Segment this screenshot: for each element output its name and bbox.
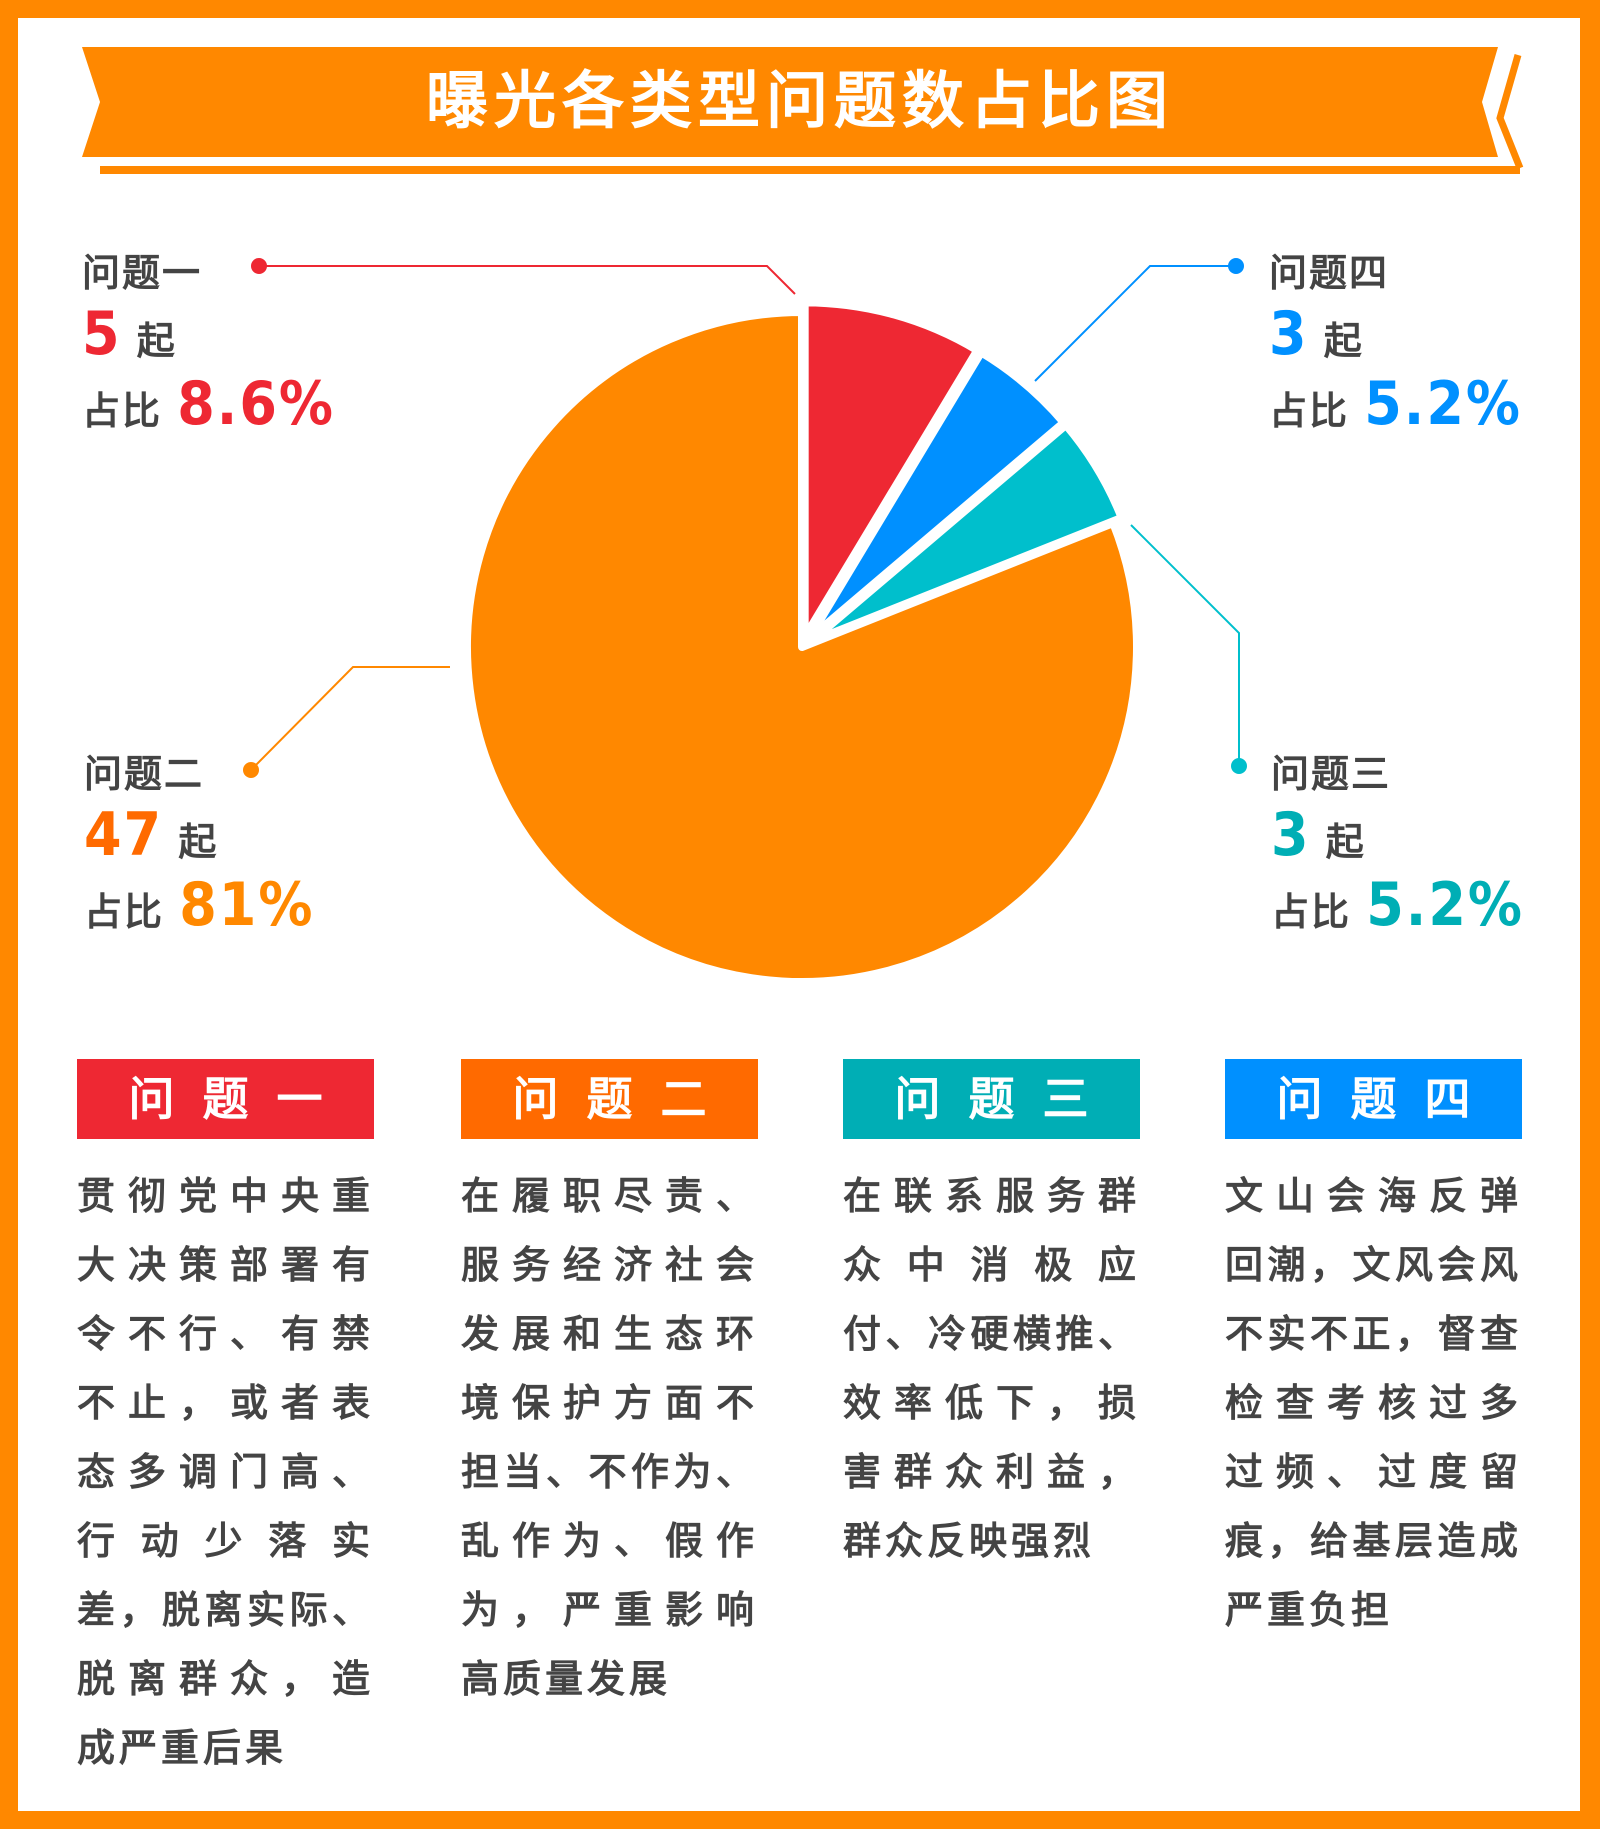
section-description-3: 在联系服务群 众中消极应付、冷硬横推、 效率低下，损 害群众利益， 群众反映强烈 — [843, 1162, 1140, 1576]
section-header-4: 问题四 — [1225, 1059, 1522, 1139]
description-line: 不实不正，督查 — [1225, 1312, 1522, 1356]
description-line: 检查考核过多 — [1225, 1381, 1522, 1425]
unit-label: 起 — [178, 820, 219, 864]
section-header-3: 问题三 — [843, 1059, 1140, 1139]
leader-dot-1 — [251, 258, 267, 274]
unit-label: 起 — [1323, 319, 1364, 363]
description-line: 担当、不作为、 — [461, 1450, 758, 1494]
slice-name: 问题四 — [1269, 251, 1390, 295]
slice-name: 问题二 — [84, 752, 205, 796]
description-line: 效率低下，损 — [843, 1381, 1140, 1425]
section-description-1: 贯彻党中央重 大决策部署有 令不行、有禁 不止，或者表 态多调门高、 行动少落实差，脱离实… — [77, 1162, 374, 1783]
leader-line-4 — [1034, 265, 1236, 382]
section-description-2: 在履职尽责、 服务经济社会 发展和生态环 境保护方面不 担当、不作为、 乱作为、假作 为，严… — [461, 1162, 758, 1714]
description-line: 文山会海反弹 — [1225, 1174, 1522, 1218]
share-label: 占比 — [1269, 389, 1350, 433]
description-line: 境保护方面不 — [461, 1381, 758, 1425]
label-issue-3: 问题三 3 起 占比 5.2% — [1271, 743, 1524, 940]
description-line: 众中消极应 — [843, 1243, 1140, 1287]
banner-edge — [1496, 54, 1524, 170]
description-line: 害群众利益， — [843, 1450, 1140, 1494]
share-label: 占比 — [1271, 890, 1352, 934]
leader-line-1 — [259, 265, 796, 295]
description-line: 付、冷硬横推、 — [843, 1312, 1140, 1356]
pie-slice-4 — [463, 308, 1141, 986]
pie-slice-1 — [800, 298, 982, 642]
description-line: 态多调门高、 — [77, 1450, 374, 1494]
slice-count: 5 — [82, 299, 122, 369]
leader-dot-4 — [1228, 258, 1244, 274]
description-line: 行动少落实 — [77, 1519, 374, 1563]
slice-percent: 8.6% — [177, 369, 335, 439]
description-line: 发展和生态环 — [461, 1312, 758, 1356]
description-line: 痕，给基层造成 — [1225, 1519, 1522, 1563]
label-issue-2: 问题二 47 起 占比 81% — [84, 743, 314, 940]
description-line: 严重负担 — [1225, 1588, 1394, 1632]
chart-title: 曝光各类型问题数占比图 — [426, 64, 1174, 137]
description-line: 脱离群众，造 — [77, 1657, 374, 1701]
slice-percent: 81% — [179, 870, 315, 940]
description-line: 差，脱离实际、 — [77, 1588, 374, 1632]
description-line: 乱作为、假作 — [461, 1519, 758, 1563]
description-line: 大决策部署有 — [77, 1243, 374, 1287]
description-line: 在联系服务群 — [843, 1174, 1140, 1218]
description-line: 在履职尽责、 — [461, 1174, 758, 1218]
section-description-4: 文山会海反弹 回潮，文风会风 不实不正，督查 检查考核过多 过频、过度留 痕，给基层造成严… — [1225, 1162, 1522, 1645]
description-line: 成严重后果 — [77, 1726, 288, 1770]
label-issue-1: 问题一 5 起 占比 8.6% — [82, 242, 335, 439]
slice-count: 3 — [1269, 299, 1309, 369]
leader-dot-3 — [1231, 758, 1247, 774]
description-line: 服务经济社会 — [461, 1243, 758, 1287]
banner-underline — [100, 166, 1520, 174]
description-line: 回潮，文风会风 — [1225, 1243, 1522, 1287]
slice-name: 问题一 — [82, 251, 203, 295]
unit-label: 起 — [136, 319, 177, 363]
share-label: 占比 — [84, 890, 165, 934]
description-line: 为，严重影响 — [461, 1588, 758, 1632]
slice-count: 47 — [84, 800, 164, 870]
leader-line-3 — [1130, 524, 1240, 766]
section-header-1: 问题一 — [77, 1059, 374, 1139]
section-header-2: 问题二 — [461, 1059, 758, 1139]
leader-line-2 — [250, 666, 450, 771]
title-banner — [82, 47, 1498, 157]
unit-label: 起 — [1325, 820, 1366, 864]
description-line: 贯彻党中央重 — [77, 1174, 374, 1218]
description-line: 高质量发展 — [461, 1657, 672, 1701]
share-label: 占比 — [82, 389, 163, 433]
leader-dot-2 — [243, 762, 259, 778]
pie-slice-3 — [806, 420, 1126, 646]
slice-name: 问题三 — [1271, 752, 1392, 796]
description-line: 过频、过度留 — [1225, 1450, 1522, 1494]
slice-count: 3 — [1271, 800, 1311, 870]
description-line: 不止，或者表 — [77, 1381, 374, 1425]
description-line: 群众反映强烈 — [843, 1519, 1096, 1563]
description-line: 令不行、有禁 — [77, 1312, 374, 1356]
slice-percent: 5.2% — [1364, 369, 1522, 439]
label-issue-4: 问题四 3 起 占比 5.2% — [1269, 242, 1522, 439]
slice-percent: 5.2% — [1366, 870, 1524, 940]
